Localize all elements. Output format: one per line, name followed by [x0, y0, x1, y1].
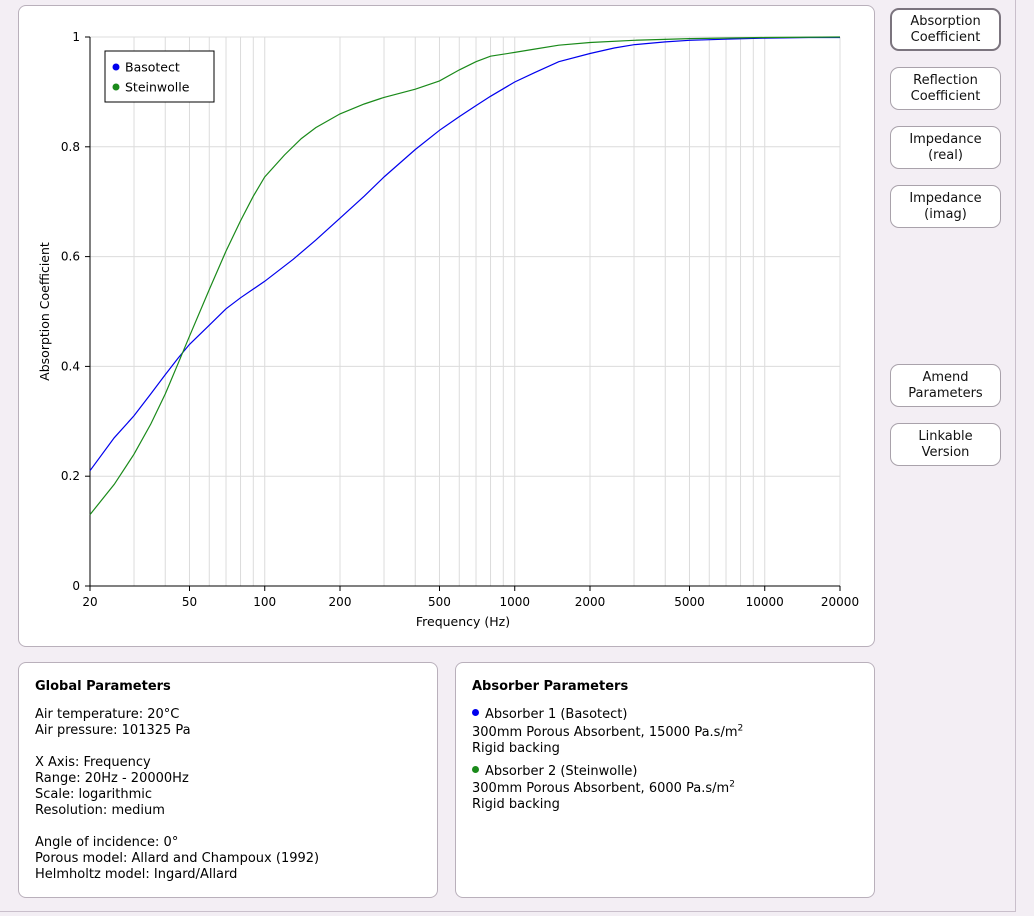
y-tick-label: 0.4: [61, 359, 80, 373]
button-label-line1: Reflection: [913, 72, 978, 88]
legend-label-basotect: Basotect: [125, 60, 180, 75]
x-tick-label: 200: [329, 595, 352, 609]
linkable-version-button[interactable]: Linkable Version: [890, 423, 1001, 466]
chart-panel: 0 0.2 0.4 0.6 0.8 1 20 50 100 200 500 1000 2000 5000 1…: [18, 5, 875, 647]
absorber-1-name-row: Absorber 1 (Basotect): [472, 707, 627, 723]
x-axis-title: Frequency (Hz): [416, 614, 510, 629]
y-tick-label: 0: [72, 579, 80, 593]
button-label-line1: Linkable: [918, 428, 973, 444]
legend-marker-basotect: [112, 63, 120, 71]
absorber-1-desc-superscript: 2: [737, 723, 744, 734]
absorber-parameters-panel: Absorber Parameters Absorber 1 (Basotect…: [455, 662, 875, 898]
angle-of-incidence: Angle of incidence: 0°: [35, 835, 179, 850]
x-tick-label: 5000: [674, 595, 705, 609]
button-label-line1: Impedance: [909, 190, 982, 206]
absorber-1-backing: Rigid backing: [472, 741, 560, 756]
absorber-1-name: Absorber 1 (Basotect): [485, 707, 628, 722]
resolution-setting: Resolution: medium: [35, 803, 165, 818]
legend-label-steinwolle: Steinwolle: [125, 80, 190, 95]
x-tick-label: 50: [182, 595, 197, 609]
absorption-coefficient-button[interactable]: Absorption Coefficient: [890, 8, 1001, 51]
x-tick-label: 10000: [746, 595, 784, 609]
absorber-2-name: Absorber 2 (Steinwolle): [485, 764, 638, 779]
absorber-2-desc-superscript: 2: [729, 779, 735, 790]
panel-title: Absorber Parameters: [472, 679, 629, 694]
legend-box: [104, 50, 215, 103]
amend-parameters-button[interactable]: Amend Parameters: [890, 364, 1001, 407]
x-axis-setting: X Axis: Frequency: [35, 755, 151, 770]
button-label-line1: Absorption: [910, 13, 981, 29]
reflection-coefficient-button[interactable]: Reflection Coefficient: [890, 67, 1001, 110]
helmholtz-model: Helmholtz model: Ingard/Allard: [35, 867, 238, 882]
button-label-line1: Impedance: [909, 131, 982, 147]
x-tick-label: 20: [82, 595, 97, 609]
x-tick-label: 20000: [821, 595, 859, 609]
x-tick-label: 2000: [575, 595, 606, 609]
panel-title: Global Parameters: [35, 679, 171, 694]
button-label-line2: Parameters: [908, 385, 983, 401]
y-tick-label: 0.2: [61, 469, 80, 483]
impedance-imag-button[interactable]: Impedance (imag): [890, 185, 1001, 228]
x-tick-label: 500: [428, 595, 451, 609]
button-label-line2: (imag): [924, 206, 967, 222]
absorption-chart: 0 0.2 0.4 0.6 0.8 1 20 50 100 200 500 1000 2000 5000 1…: [37, 30, 859, 629]
absorber-2-desc: 300mm Porous Absorbent, 6000 Pa.s/m: [472, 781, 730, 796]
absorber-2-color-dot: [472, 766, 479, 773]
air-temperature: Air temperature: 20°C: [35, 707, 180, 722]
porous-model: Porous model: Allard and Champoux (1992): [35, 851, 320, 866]
absorber-2-description: 300mm Porous Absorbent, 6000 Pa.s/m2: [472, 779, 735, 797]
absorber-2-name-row: Absorber 2 (Steinwolle): [472, 764, 638, 780]
button-label-line2: Coefficient: [910, 88, 981, 104]
x-tick-label: 100: [253, 595, 276, 609]
air-pressure: Air pressure: 101325 Pa: [35, 723, 191, 738]
absorber-1-desc: 300mm Porous Absorbent, 15000 Pa.s/m: [472, 725, 738, 740]
legend-marker-steinwolle: [112, 83, 120, 91]
range-setting: Range: 20Hz - 20000Hz: [35, 771, 189, 786]
button-label-line2: Coefficient: [910, 29, 981, 45]
global-parameters-panel: Global Parameters Air temperature: 20°C …: [18, 662, 438, 898]
x-tick-label: 1000: [499, 595, 530, 609]
impedance-real-button[interactable]: Impedance (real): [890, 126, 1001, 169]
button-label-line2: Version: [921, 444, 970, 460]
scale-setting: Scale: logarithmic: [35, 787, 152, 802]
app-frame: [0, 0, 1016, 912]
y-tick-label: 1: [72, 30, 80, 44]
y-tick-label: 0.6: [61, 250, 80, 264]
absorber-1-color-dot: [472, 709, 479, 716]
absorber-2-backing: Rigid backing: [472, 797, 560, 812]
y-axis-title: Absorption Coefficient: [37, 242, 52, 381]
button-label-line2: (real): [928, 147, 963, 163]
series-line-steinwolle: [89, 36, 841, 515]
button-label-line1: Amend: [922, 369, 969, 385]
y-tick-label: 0.8: [61, 140, 80, 154]
absorber-1-description: 300mm Porous Absorbent, 15000 Pa.s/m2: [472, 723, 744, 741]
